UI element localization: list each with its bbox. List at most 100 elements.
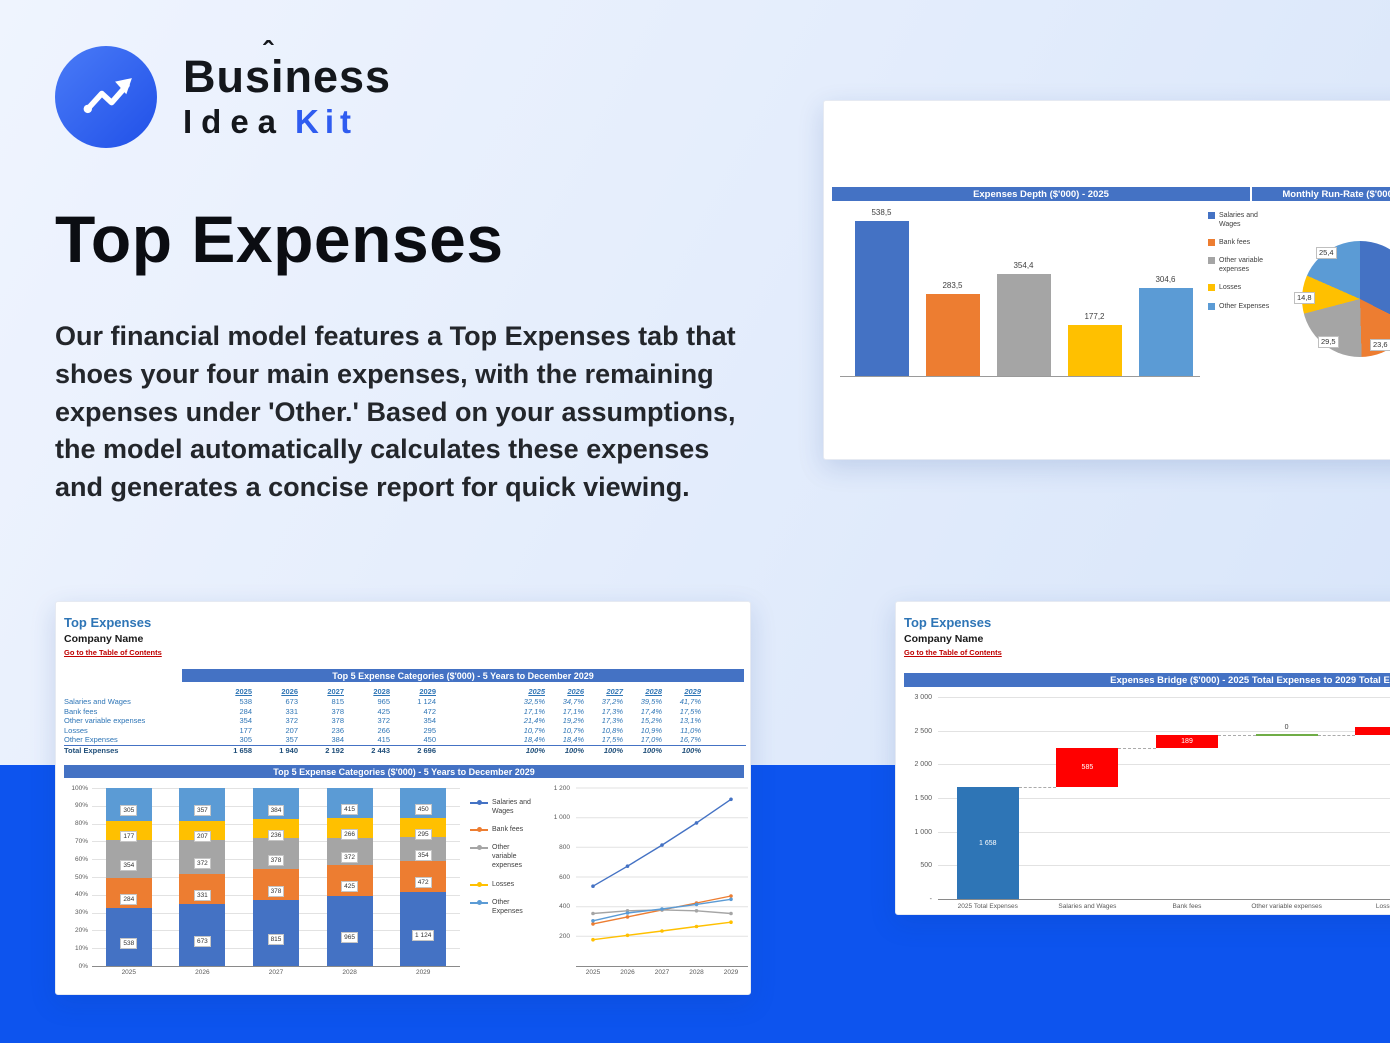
row-percent: 17,1% bbox=[562, 706, 584, 716]
stacked-ytick: 10% bbox=[74, 944, 88, 952]
logo-word-idea: Idea bbox=[183, 103, 286, 141]
legend-item: Losses bbox=[1208, 283, 1272, 292]
table-of-contents-link[interactable]: Go to the Table of Contents bbox=[64, 648, 162, 657]
line-chart-canvas bbox=[576, 787, 748, 942]
line-ytick: 200 bbox=[559, 932, 570, 940]
row-percent: 10,9% bbox=[640, 725, 662, 735]
company-name: Company Name bbox=[64, 633, 144, 645]
bridge-xlabel: 2025 Total Expenses bbox=[957, 903, 1018, 910]
row-label: Other variable expenses bbox=[64, 716, 146, 726]
stack-segment-label: 354 bbox=[394, 844, 452, 862]
bridge-ytick: 1 500 bbox=[914, 795, 932, 802]
row-value: 305 bbox=[239, 735, 252, 745]
row-value: 177 bbox=[239, 725, 252, 735]
stack-segment bbox=[326, 895, 373, 966]
row-value: 372 bbox=[377, 716, 390, 726]
stack-segment-label: 1 124 bbox=[394, 924, 452, 942]
row-percent: 100% bbox=[525, 745, 545, 755]
stack-segment-label: 295 bbox=[394, 823, 452, 841]
line-xlabel: 2025 bbox=[585, 969, 601, 976]
year-header: 2029 bbox=[419, 687, 436, 696]
depth-chart-legend: Salaries and Wages Bank fees Other variabl… bbox=[1208, 211, 1272, 311]
year-header: 2029 bbox=[684, 687, 701, 696]
legend-marker-icon bbox=[1208, 212, 1215, 219]
stack-segment bbox=[105, 908, 152, 966]
bridge-bar: 189 bbox=[1156, 735, 1218, 748]
depth-bar bbox=[1067, 325, 1122, 376]
table-row: Bank fees 284 331 378 425 472 17,1% 17,1% 17,3% 1… bbox=[64, 707, 746, 717]
row-percent: 100% bbox=[642, 745, 662, 755]
table-row: Other variable expenses 354 372 378 372 354 21… bbox=[64, 716, 746, 726]
row-percent: 21,4% bbox=[523, 716, 545, 726]
line-ytick: 800 bbox=[559, 843, 570, 851]
row-percent: 10,7% bbox=[523, 725, 545, 735]
legend-item: Salaries and Wages bbox=[1208, 211, 1272, 229]
table-of-contents-link[interactable]: Go to the Table of Contents bbox=[904, 648, 1002, 657]
legend-item: Other Expenses bbox=[1208, 302, 1272, 311]
stack-segment bbox=[400, 817, 447, 838]
stacked-ytick: 50% bbox=[74, 873, 88, 881]
bridge-bar: 1 658 bbox=[956, 787, 1019, 899]
sheet-title: Top Expenses bbox=[904, 615, 992, 630]
line-xlabel: 2027 bbox=[654, 969, 670, 976]
legend-marker-icon bbox=[470, 827, 488, 833]
stacked-xlabel: 2029 bbox=[415, 969, 431, 976]
bridge-xlabel: Bank fees bbox=[1172, 903, 1202, 910]
bridge-step-label: 0 bbox=[1284, 724, 1289, 732]
row-percent: 18,4% bbox=[523, 735, 545, 745]
row-value: 266 bbox=[377, 725, 390, 735]
table-year-row: 2025 2026 2027 2028 2029 2025 2026 2027 2028 2029 bbox=[64, 686, 746, 697]
stacked-ytick: 60% bbox=[74, 855, 88, 863]
bridge-connector bbox=[1118, 748, 1156, 749]
bridge-chart-header: Expenses Bridge ($'000) - 2025 Total Exp… bbox=[904, 673, 1390, 687]
expense-line-chart: 1 200 1 000 800 600 400 200 2025 2026 2027 2028 20… bbox=[534, 784, 750, 986]
stacked-xlabel: 2027 bbox=[268, 969, 284, 976]
row-percent: 15,2% bbox=[640, 716, 662, 726]
row-percent: 10,7% bbox=[562, 725, 584, 735]
bridge-bar-label: 1 658 bbox=[979, 839, 997, 847]
logo-caret-accent: ˆ bbox=[263, 35, 274, 69]
bridge-connector bbox=[1018, 787, 1057, 789]
bridge-bar: 585 bbox=[1056, 748, 1119, 788]
legend-label: Bank fees bbox=[1219, 239, 1251, 247]
runrate-pie-chart bbox=[1302, 241, 1390, 357]
expenses-depth-screenshot: Expenses Depth ($'000) - 2025 Monthly Ru… bbox=[823, 100, 1390, 460]
legend-label: Other Expenses bbox=[1219, 302, 1270, 310]
row-value: 450 bbox=[423, 735, 436, 745]
expense-table-header: Top 5 Expense Categories ($'000) - 5 Yea… bbox=[182, 669, 744, 682]
row-value: 354 bbox=[239, 716, 252, 726]
row-value: 472 bbox=[423, 706, 436, 716]
bridge-connector bbox=[1317, 735, 1356, 737]
stack-segment-label: 450 bbox=[394, 798, 452, 816]
stack-segment-label: 207 bbox=[173, 825, 231, 843]
line-xlabel: 2026 bbox=[620, 969, 635, 976]
row-value: 357 bbox=[285, 735, 298, 745]
runrate-chart-title: Monthly Run-Rate ($'000) - 2025 bbox=[1252, 187, 1390, 201]
year-header: 2026 bbox=[567, 687, 584, 696]
pie-slice-label: 23,6 bbox=[1370, 339, 1390, 351]
row-percent: 17,5% bbox=[679, 706, 701, 716]
bridge-waterfall-chart: 3 000 2 500 2 000 1 500 1 000 500 - 1 658 2025 T… bbox=[900, 694, 1390, 915]
stack-segment-label: 357 bbox=[173, 799, 231, 817]
stack-segment bbox=[105, 820, 152, 840]
depth-bar bbox=[996, 274, 1051, 376]
row-value: 284 bbox=[239, 706, 252, 716]
row-value: 2 192 bbox=[325, 745, 344, 755]
stack-segment-label: 372 bbox=[173, 852, 231, 870]
logo-word-business: Business bbox=[183, 50, 392, 102]
line-ytick: 1 200 bbox=[553, 784, 570, 792]
row-percent: 19,2% bbox=[562, 716, 584, 726]
legend-label: Bank fees bbox=[492, 826, 524, 834]
line-ytick: 400 bbox=[559, 903, 570, 911]
bridge-xlabel: Other variable expenses bbox=[1251, 903, 1322, 910]
line-ytick: 1 000 bbox=[553, 814, 570, 822]
legend-item: Losses bbox=[470, 880, 532, 889]
line-ytick: 600 bbox=[559, 873, 570, 881]
row-value: 965 bbox=[377, 697, 390, 706]
stacked-ytick: 40% bbox=[74, 891, 88, 899]
legend-label: Other variable expenses bbox=[492, 844, 522, 870]
legend-item: Other variable expenses bbox=[470, 843, 532, 870]
legend-marker-icon bbox=[1208, 284, 1215, 292]
row-percent: 41,7% bbox=[679, 697, 701, 706]
